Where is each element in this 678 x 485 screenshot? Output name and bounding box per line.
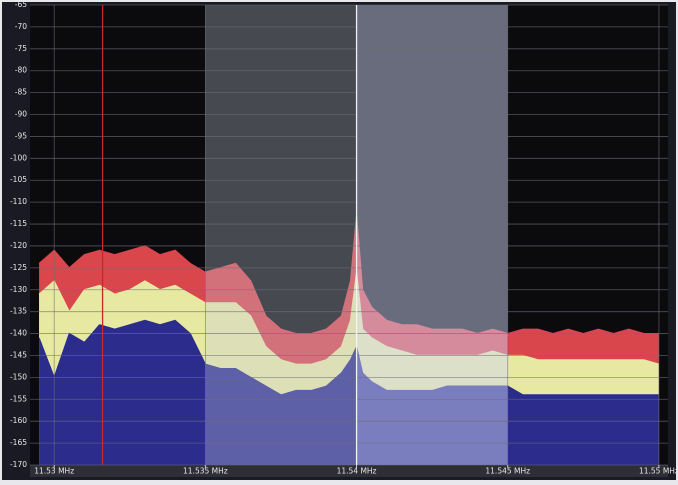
y-tick-label: -130 [10,285,27,294]
y-tick-label: -70 [15,22,27,31]
x-tick-label: 11.53 MHz [34,467,74,476]
x-tick-label: 11.55 MHz [639,467,678,476]
y-tick-label: -90 [15,110,27,119]
y-tick-label: -125 [10,263,27,272]
x-tick-label: 11.545 MHz [485,467,530,476]
y-tick-label: -85 [15,88,27,97]
y-tick-label: -100 [10,153,27,162]
x-tick-label: 11.54 MHz [337,467,377,476]
y-tick-label: -65 [15,0,27,9]
y-tick-label: -115 [10,219,27,228]
y-tick-label: -110 [10,197,27,206]
y-tick-label: -170 [10,460,27,469]
y-tick-label: -165 [10,438,27,447]
y-tick-label: -95 [15,131,27,140]
y-tick-label: -120 [10,241,27,250]
y-tick-label: -160 [10,416,27,425]
shaded-range [357,5,508,465]
y-tick-label: -150 [10,372,27,381]
y-tick-label: -155 [10,394,27,403]
y-tick-label: -75 [15,44,27,53]
y-tick-label: -105 [10,175,27,184]
x-tick-label: 11.535 MHz [183,467,228,476]
y-tick-label: -80 [15,66,27,75]
y-tick-label: -145 [10,350,27,359]
y-tick-label: -135 [10,307,27,316]
spectrum-view: -65 -70 -75 -80 -85 -90 -95 -100 -105 -110 -115 -12… [0,0,678,485]
shaded-range [205,5,356,465]
y-tick-label: -140 [10,329,27,338]
